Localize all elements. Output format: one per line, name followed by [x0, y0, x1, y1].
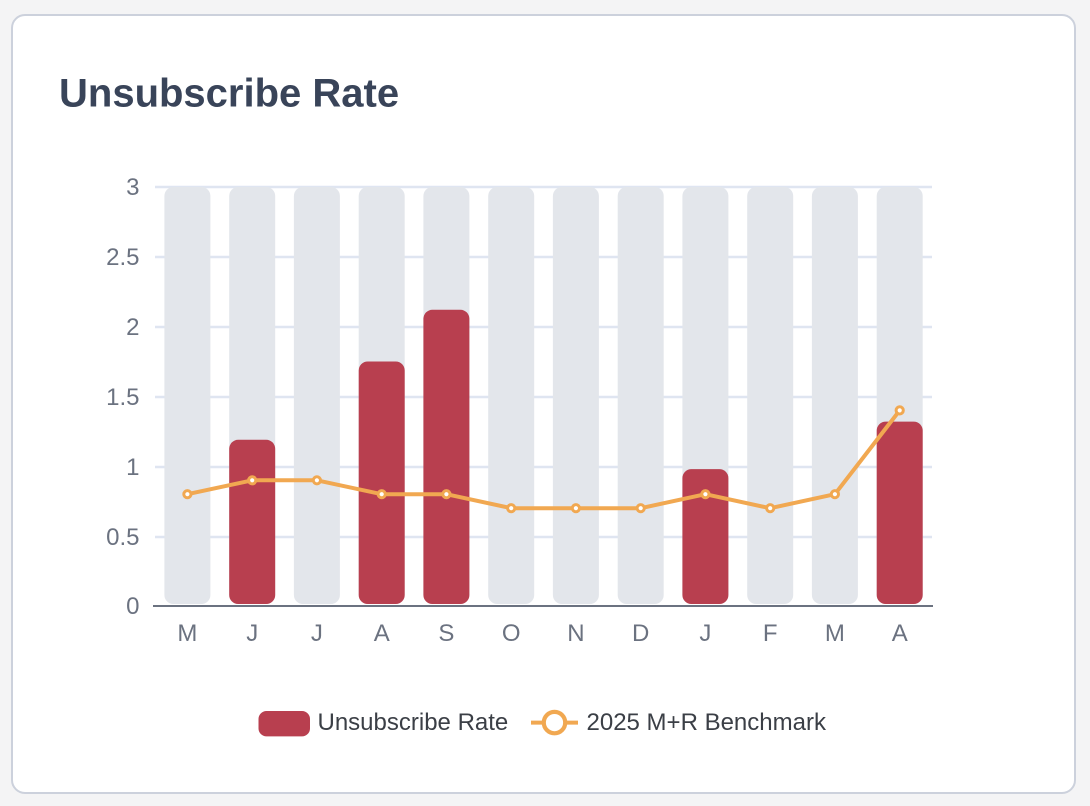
- svg-text:O: O: [502, 620, 521, 647]
- svg-text:1: 1: [126, 454, 139, 481]
- svg-text:1.5: 1.5: [106, 384, 139, 411]
- svg-text:M: M: [177, 620, 197, 647]
- svg-text:A: A: [374, 620, 390, 647]
- svg-text:0.5: 0.5: [106, 524, 139, 551]
- svg-text:2025 M+R Benchmark: 2025 M+R Benchmark: [587, 709, 827, 736]
- svg-text:0: 0: [126, 593, 139, 620]
- svg-text:S: S: [438, 620, 454, 647]
- svg-text:J: J: [699, 620, 711, 647]
- svg-text:A: A: [892, 620, 908, 647]
- svg-text:F: F: [763, 620, 778, 647]
- svg-text:2: 2: [126, 314, 139, 341]
- svg-text:Unsubscribe Rate: Unsubscribe Rate: [59, 72, 399, 116]
- svg-text:Unsubscribe Rate: Unsubscribe Rate: [318, 709, 509, 736]
- svg-text:N: N: [567, 620, 584, 647]
- svg-text:2.5: 2.5: [106, 244, 139, 271]
- svg-text:M: M: [825, 620, 845, 647]
- svg-text:3: 3: [126, 174, 139, 201]
- svg-text:J: J: [311, 620, 323, 647]
- svg-text:D: D: [632, 620, 649, 647]
- svg-text:J: J: [246, 620, 258, 647]
